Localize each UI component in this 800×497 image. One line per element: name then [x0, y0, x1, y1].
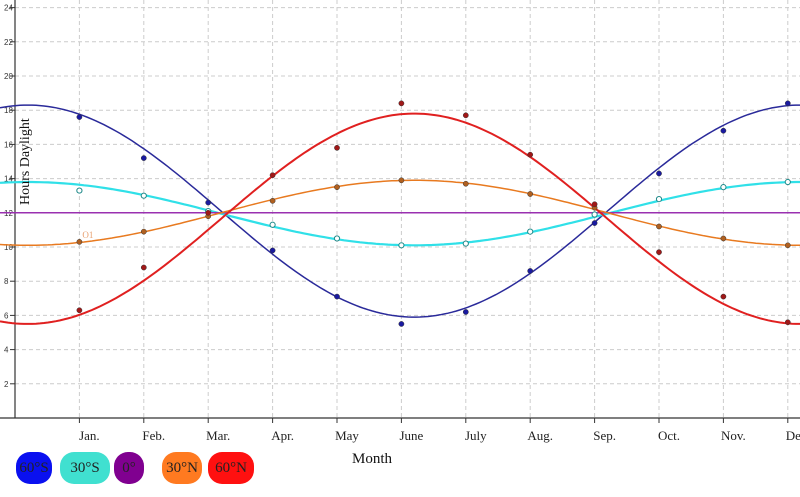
x-tick-label: Nov.	[721, 428, 746, 443]
data-point	[76, 187, 83, 194]
legend-item-0: 0°	[114, 452, 144, 484]
data-point	[527, 191, 534, 197]
data-point	[462, 240, 469, 247]
data-point	[140, 155, 147, 161]
legend-label: 30°N	[166, 460, 198, 476]
data-point	[334, 293, 340, 300]
y-tick-label: 8	[4, 277, 9, 286]
x-tick-label: Dec.	[786, 428, 800, 443]
y-tick-label: 18	[4, 106, 13, 115]
data-point	[205, 209, 212, 216]
legend-label: 0°	[122, 460, 136, 476]
data-point	[591, 220, 598, 226]
data-point	[527, 151, 534, 158]
data-point	[140, 228, 147, 235]
data-point	[784, 100, 791, 107]
data-point	[398, 321, 405, 327]
data-point	[462, 112, 469, 119]
data-point	[269, 247, 276, 254]
data-point	[462, 309, 469, 315]
legend-label: 60°S	[19, 460, 49, 476]
data-point	[334, 184, 340, 190]
data-point	[269, 172, 276, 179]
x-tick-label: Apr.	[271, 428, 294, 443]
data-point	[140, 192, 147, 199]
data-point	[591, 201, 598, 208]
data-point	[76, 307, 83, 314]
data-point	[720, 127, 727, 134]
data-point	[784, 178, 791, 186]
y-tick-label: 20	[4, 72, 13, 81]
y-tick-label: 4	[4, 346, 9, 355]
data-point	[656, 249, 662, 255]
x-tick-label: Oct.	[658, 428, 680, 443]
data-point	[591, 211, 598, 218]
x-tick-label: May	[335, 428, 359, 443]
data-point	[334, 144, 340, 151]
point-label: O1	[82, 230, 93, 240]
data-point	[462, 180, 469, 187]
data-point	[720, 184, 727, 191]
data-point	[398, 100, 405, 107]
y-tick-label: 14	[4, 175, 13, 184]
y-tick-label: 6	[4, 311, 9, 320]
data-point	[720, 293, 727, 300]
data-point	[269, 197, 276, 204]
x-tick-label: June	[399, 428, 423, 443]
legend-item-30n: 30°N	[162, 452, 202, 484]
data-point	[140, 264, 147, 271]
y-axis-label: Hours Daylight	[18, 118, 33, 205]
legend-label: 30°S	[70, 460, 100, 476]
data-point	[205, 199, 212, 206]
x-tick-label: Sep.	[593, 428, 616, 443]
data-point	[784, 319, 791, 326]
series-curve-0	[0, 104, 800, 318]
legend-item-60n: 60°N	[208, 452, 254, 484]
data-point	[656, 170, 662, 177]
data-point	[655, 196, 663, 203]
legend-label: 60°N	[215, 460, 247, 476]
data-point	[720, 235, 727, 242]
data-point	[76, 114, 83, 120]
series-curve-1	[0, 180, 800, 247]
data-point	[398, 177, 405, 184]
x-tick-label: Feb.	[142, 428, 165, 443]
legend-item-60s: 60°S	[16, 452, 52, 484]
data-point	[656, 223, 662, 230]
data-point	[333, 235, 341, 242]
data-point	[527, 268, 534, 274]
x-tick-label: July	[465, 428, 487, 443]
x-axis-label: Month	[352, 451, 393, 467]
legend-item-30s: 30°S	[60, 452, 110, 484]
data-point	[784, 242, 791, 249]
data-point	[269, 221, 276, 228]
x-tick-label: Jan.	[79, 428, 100, 443]
y-tick-label: 16	[4, 140, 13, 149]
data-point	[527, 228, 534, 235]
y-tick-label: 22	[4, 38, 13, 47]
y-tick-label: 2	[4, 380, 9, 389]
x-tick-label: Mar.	[206, 428, 230, 443]
data-point	[76, 239, 83, 245]
y-tick-label: 24	[4, 4, 13, 13]
series-curve-4	[0, 112, 800, 325]
x-tick-label: Aug.	[527, 428, 553, 443]
y-tick-label: 10	[4, 243, 13, 252]
data-point	[398, 242, 405, 249]
